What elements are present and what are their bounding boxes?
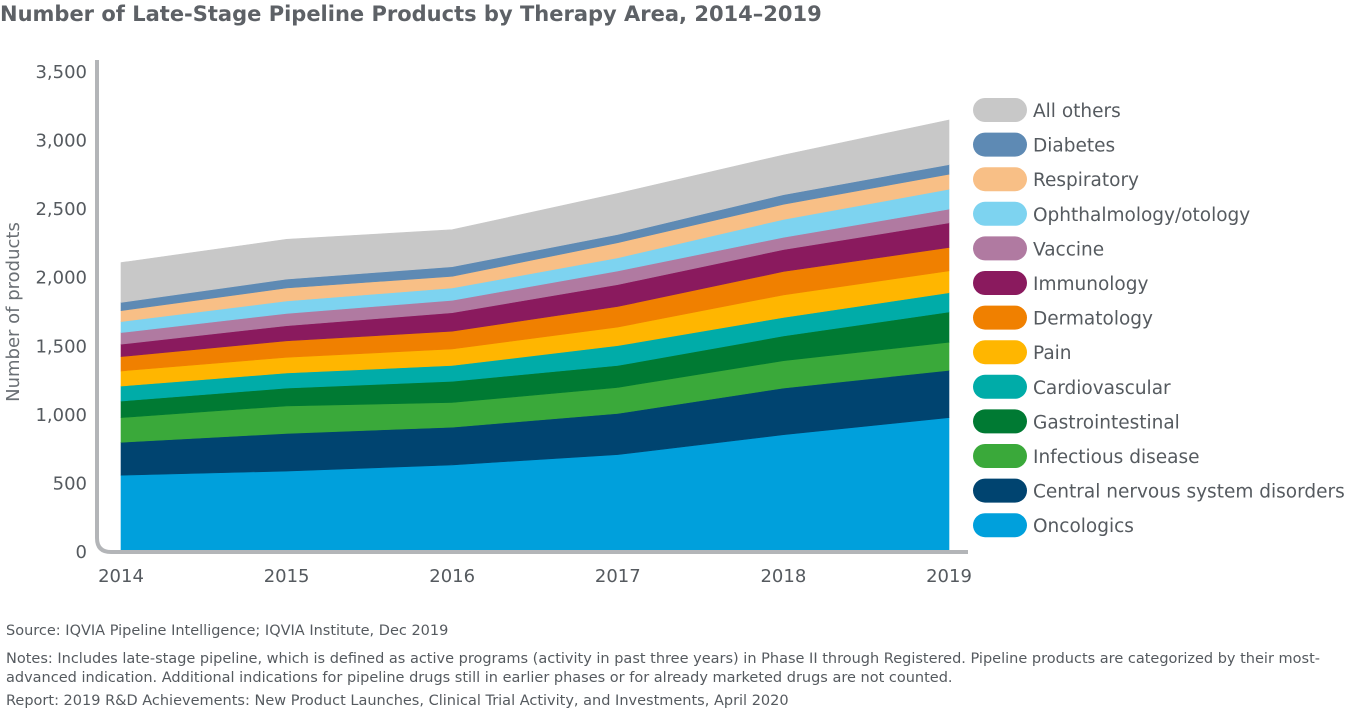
y-tick-label: 0 xyxy=(76,542,87,563)
legend-label: Central nervous system disorders xyxy=(1033,482,1345,503)
legend-swatch xyxy=(973,478,1027,503)
legend-item: Diabetes xyxy=(973,132,1115,157)
legend-label: All others xyxy=(1033,101,1121,122)
legend-label: Dermatology xyxy=(1033,309,1153,330)
legend-label: Vaccine xyxy=(1033,239,1104,260)
y-tick-label: 3,000 xyxy=(35,131,87,152)
legend-item: Central nervous system disorders xyxy=(973,478,1345,503)
legend-swatch xyxy=(973,444,1027,468)
legend-label: Ophthalmology/otology xyxy=(1033,205,1250,226)
legend-item: Cardiovascular xyxy=(973,374,1171,399)
legend-swatch xyxy=(973,271,1027,295)
legend-swatch xyxy=(973,374,1027,399)
legend-label: Immunology xyxy=(1033,274,1148,295)
x-tick-label: 2017 xyxy=(595,566,641,587)
source-note: Source: IQVIA Pipeline Intelligence; IQV… xyxy=(6,623,449,639)
legend-swatch xyxy=(973,201,1027,226)
chart-title: Number of Late-Stage Pipeline Products b… xyxy=(0,2,822,26)
legend-swatch xyxy=(973,305,1027,330)
y-tick-label: 1,500 xyxy=(35,336,87,357)
legend-swatch xyxy=(973,98,1027,122)
legend-label: Gastrointestinal xyxy=(1033,412,1180,433)
legend-item: Dermatology xyxy=(973,305,1153,330)
x-tick-label: 2016 xyxy=(429,566,475,587)
y-tick-label: 3,500 xyxy=(35,62,87,83)
legend-item: Ophthalmology/otology xyxy=(973,201,1250,226)
y-tick-label: 1,000 xyxy=(35,405,87,426)
legend-swatch xyxy=(973,340,1027,365)
chart-area: 0 500 1,000 1,500 2,000 2,500 3,000 3,500 2014 20… xyxy=(3,60,1345,587)
legend-swatch xyxy=(973,236,1027,261)
legend-swatch xyxy=(973,132,1027,157)
legend-label: Diabetes xyxy=(1033,136,1115,157)
legend-swatch xyxy=(973,513,1027,538)
y-tick-label: 500 xyxy=(53,473,87,494)
x-tick-label: 2015 xyxy=(264,566,310,587)
legend-item: Oncologics xyxy=(973,513,1134,538)
legend-item: Infectious disease xyxy=(973,444,1199,468)
legend-label: Cardiovascular xyxy=(1033,378,1171,399)
legend-item: Vaccine xyxy=(973,236,1104,261)
legend-label: Pain xyxy=(1033,343,1072,364)
x-tick-label: 2014 xyxy=(98,566,144,587)
legend-swatch xyxy=(973,167,1027,192)
legend-label: Respiratory xyxy=(1033,170,1139,191)
legend-item: Gastrointestinal xyxy=(973,409,1180,434)
legend-item: Respiratory xyxy=(973,167,1139,192)
y-tick-label: 2,500 xyxy=(35,199,87,220)
legend-label: Oncologics xyxy=(1033,516,1134,537)
legend-item: All others xyxy=(973,98,1121,122)
axis-line xyxy=(95,60,968,554)
x-tick-label: 2019 xyxy=(926,566,972,587)
y-axis-title: Number of products xyxy=(3,222,24,402)
x-tick-label: 2018 xyxy=(760,566,806,587)
area-all-others xyxy=(120,119,950,303)
legend-item: Immunology xyxy=(973,271,1148,295)
legend-item: Pain xyxy=(973,340,1072,365)
y-tick-label: 2,000 xyxy=(35,268,87,289)
report-note: Report: 2019 R&D Achievements: New Produ… xyxy=(6,693,789,709)
notes-text: Notes: Includes late-stage pipeline, whi… xyxy=(6,651,1320,686)
legend-label: Infectious disease xyxy=(1033,447,1199,468)
legend-swatch xyxy=(973,409,1027,434)
